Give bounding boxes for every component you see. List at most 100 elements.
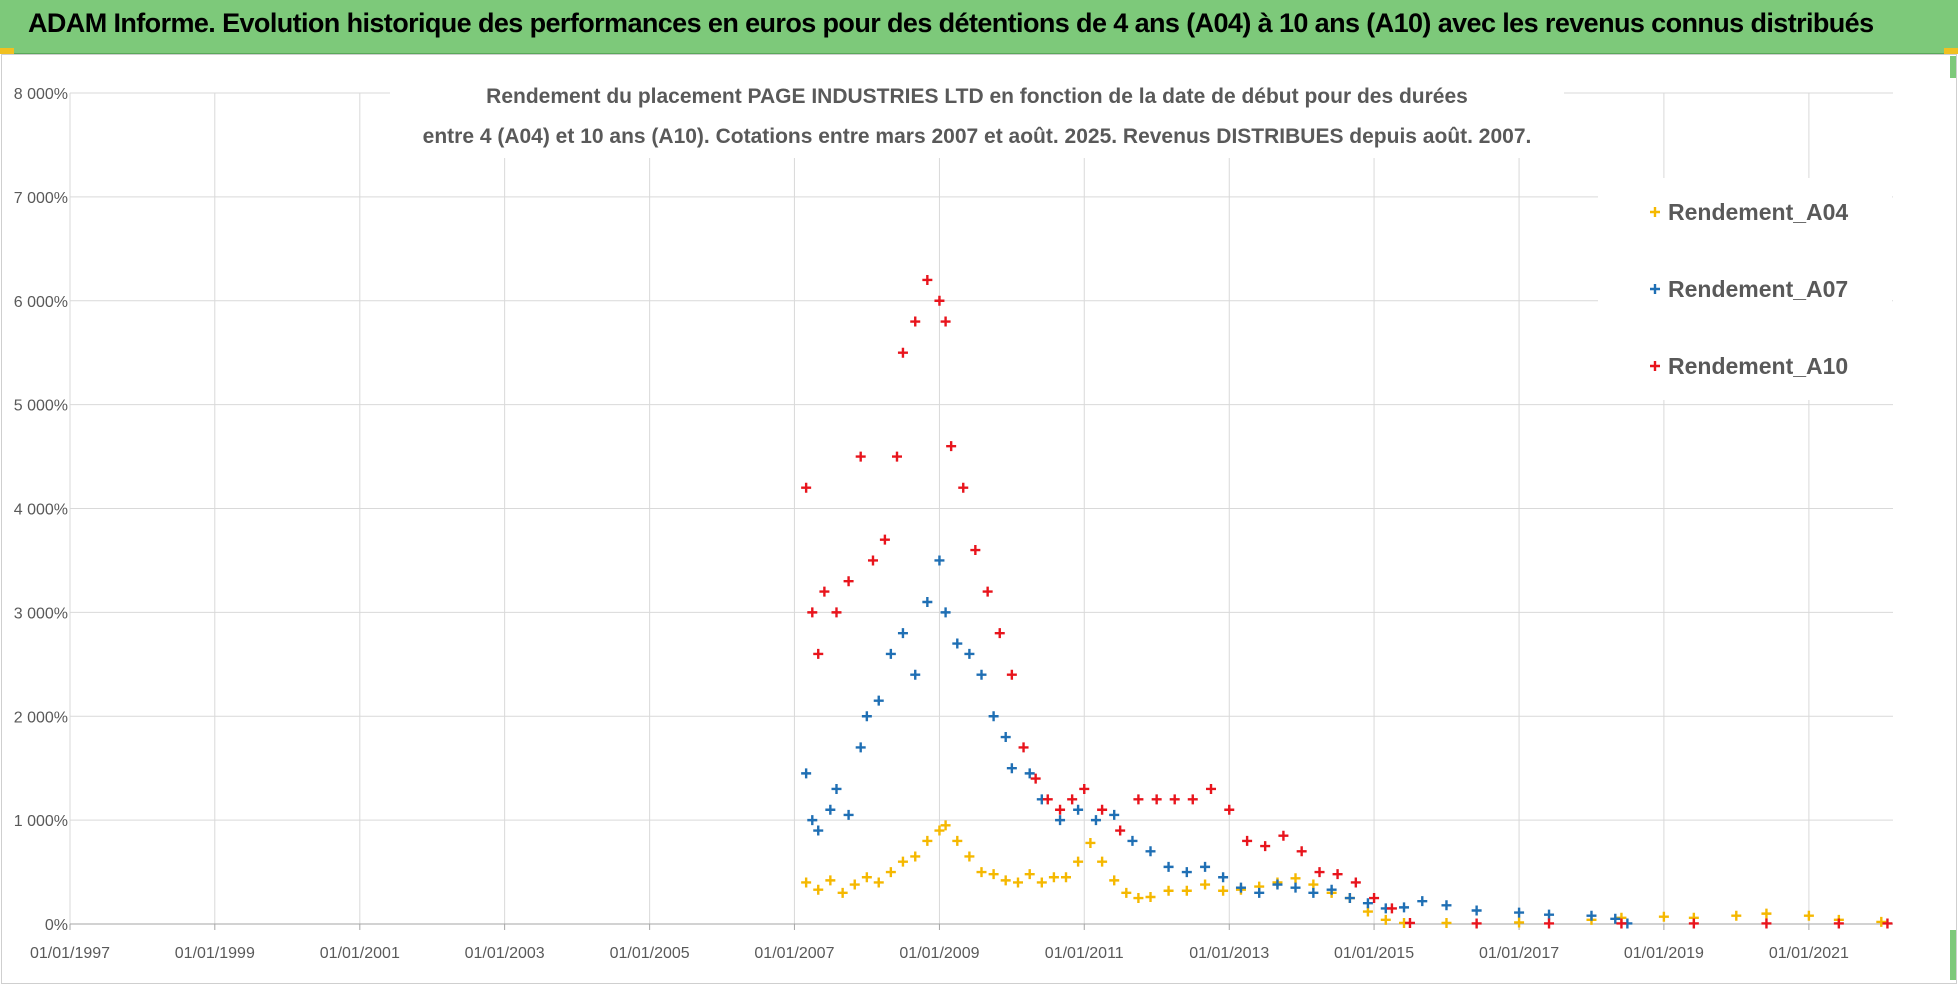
title-banner: ADAM Informe. Evolution historique des p…	[0, 0, 1958, 54]
chart-title-line-1: Rendement du placement PAGE INDUSTRIES L…	[486, 85, 1468, 108]
x-tick-label: 01/01/2021	[1769, 945, 1849, 962]
data-point	[1018, 742, 1029, 753]
data-point	[885, 867, 896, 878]
data-point	[879, 534, 890, 545]
data-point	[813, 884, 824, 895]
data-point	[934, 295, 945, 306]
data-point	[1514, 917, 1525, 928]
data-point	[1326, 884, 1337, 895]
data-point	[1882, 918, 1893, 929]
data-point	[1688, 918, 1699, 929]
data-point	[1610, 913, 1621, 924]
data-point	[1332, 869, 1343, 880]
x-tick-label: 01/01/1999	[175, 945, 255, 962]
data-point	[807, 607, 818, 618]
data-point	[1616, 918, 1627, 929]
data-point	[922, 835, 933, 846]
data-point	[970, 545, 981, 556]
chart-frame	[1, 54, 1957, 984]
data-point	[976, 867, 987, 878]
data-point	[1399, 902, 1410, 913]
y-tick-label: 1 000%	[14, 813, 68, 830]
series-Rendement_A07	[801, 555, 1633, 929]
data-point	[861, 872, 872, 883]
data-point	[1586, 910, 1597, 921]
data-point	[1441, 917, 1452, 928]
data-point	[1073, 804, 1084, 815]
x-tick-label: 01/01/2005	[610, 945, 690, 962]
data-point	[1224, 804, 1235, 815]
data-point	[1200, 879, 1211, 890]
data-point	[1109, 875, 1120, 886]
data-point	[897, 856, 908, 867]
series-Rendement_A04	[801, 820, 1887, 928]
data-point	[1097, 856, 1108, 867]
data-point	[1006, 763, 1017, 774]
y-tick-label: 5 000%	[14, 398, 68, 415]
data-point	[922, 596, 933, 607]
data-point	[1876, 916, 1887, 927]
data-point	[976, 669, 987, 680]
data-point	[837, 887, 848, 898]
data-point	[1030, 773, 1041, 784]
data-point	[801, 768, 812, 779]
data-point	[1254, 887, 1265, 898]
x-tick-label: 01/01/2001	[320, 945, 400, 962]
data-point	[1115, 825, 1126, 836]
data-point	[1181, 885, 1192, 896]
chart-title-line-2: entre 4 (A04) et 10 ans (A10). Cotations…	[423, 125, 1532, 148]
data-point	[831, 783, 842, 794]
data-point	[825, 875, 836, 886]
data-point	[843, 576, 854, 587]
data-point	[1803, 910, 1814, 921]
data-point	[1127, 835, 1138, 846]
y-tick-label: 3 000%	[14, 605, 68, 622]
data-point	[1471, 905, 1482, 916]
data-point	[1417, 896, 1428, 907]
data-point	[964, 648, 975, 659]
y-tick-labels: 0% 1 000% 2 000% 3 000% 4 000% 5 000% 6 000% 7 …	[14, 86, 68, 934]
data-point	[813, 648, 824, 659]
data-point	[1055, 804, 1066, 815]
x-tick-label: 01/01/2019	[1624, 945, 1704, 962]
legend-label: Rendement_A07	[1668, 276, 1848, 302]
data-point	[1085, 837, 1096, 848]
data-point	[1344, 893, 1355, 904]
data-point	[873, 877, 884, 888]
data-point	[1308, 887, 1319, 898]
right-edge-bar-bottom	[1950, 930, 1956, 980]
data-point	[952, 638, 963, 649]
x-tick-label: 01/01/2017	[1479, 945, 1559, 962]
data-point	[1380, 914, 1391, 925]
legend-marker	[1650, 207, 1660, 217]
data-point	[1055, 815, 1066, 826]
data-point	[946, 441, 957, 452]
data-point	[1187, 794, 1198, 805]
corner-marker-left	[0, 48, 14, 54]
data-point	[1000, 732, 1011, 743]
y-tick-label: 8 000%	[14, 86, 68, 103]
data-point	[897, 347, 908, 358]
data-point	[1235, 882, 1246, 893]
data-point	[1272, 879, 1283, 890]
data-point	[1042, 794, 1053, 805]
x-tick-label: 01/01/2013	[1189, 945, 1269, 962]
data-point	[1169, 794, 1180, 805]
data-point	[1218, 885, 1229, 896]
data-point	[1761, 908, 1772, 919]
data-point	[1024, 768, 1035, 779]
data-point	[1000, 875, 1011, 886]
data-point	[1145, 891, 1156, 902]
data-point	[1362, 898, 1373, 909]
x-tick-label: 01/01/2011	[1045, 945, 1124, 962]
x-tick-label: 01/01/2015	[1334, 945, 1414, 962]
series-layer	[801, 274, 1893, 929]
x-tick-label: 01/01/2007	[754, 945, 834, 962]
data-point	[994, 628, 1005, 639]
data-point	[897, 628, 908, 639]
data-point	[940, 820, 951, 831]
data-point	[813, 825, 824, 836]
data-point	[843, 809, 854, 820]
data-point	[1260, 841, 1271, 852]
data-point	[891, 451, 902, 462]
